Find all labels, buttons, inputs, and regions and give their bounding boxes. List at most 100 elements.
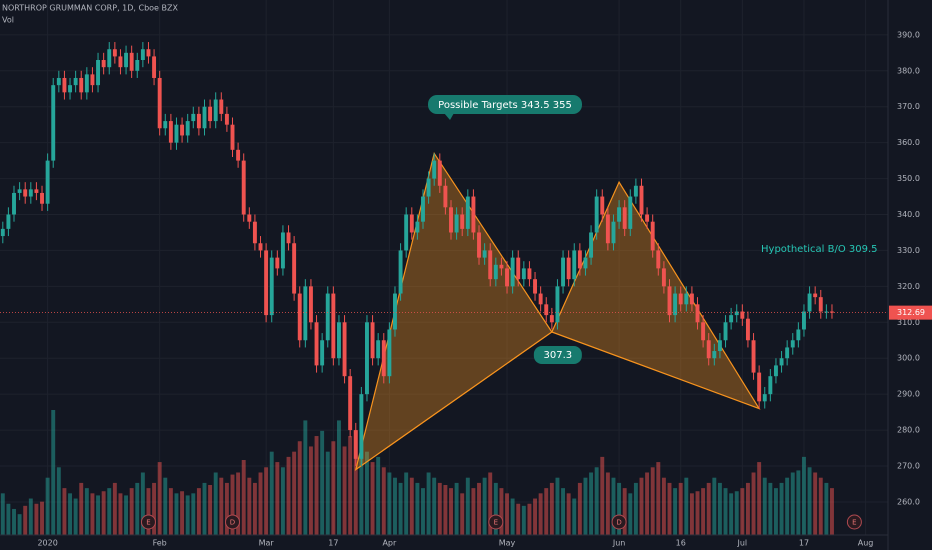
volume-bar (465, 477, 470, 535)
candle-body (6, 214, 11, 229)
candle-body (269, 257, 274, 316)
candle-body (661, 268, 666, 287)
candle-body (353, 430, 358, 459)
y-tick-label: 350.0 (897, 174, 920, 183)
volume-bar (583, 477, 588, 535)
volume-bar (0, 493, 5, 535)
targets-bubble (428, 95, 582, 114)
y-tick-label: 300.0 (897, 354, 920, 363)
volume-bar (701, 488, 706, 535)
volume-bar (538, 493, 543, 535)
x-tick-label: 16 (676, 539, 686, 548)
event-label: E (146, 519, 150, 527)
volume-bar (695, 491, 700, 535)
y-tick-label: 320.0 (897, 282, 920, 291)
y-tick-label: 310.0 (897, 318, 920, 327)
volume-bar (415, 482, 420, 535)
volume-bar (191, 493, 196, 535)
candle-body (241, 160, 246, 215)
volume-bar (365, 451, 369, 535)
candle-body (129, 52, 134, 71)
event-label: D (616, 519, 621, 527)
candle-body (443, 185, 448, 208)
volume-bar (258, 472, 263, 535)
candle-body (135, 60, 140, 71)
candle-body (734, 311, 739, 316)
volume-bar (40, 501, 44, 535)
candle-body (73, 77, 78, 86)
candle-body (393, 293, 397, 330)
candle-body (224, 113, 229, 125)
volume-bar (68, 493, 72, 535)
candle-body (667, 286, 672, 316)
volume-bar (140, 472, 145, 535)
volume-bar (617, 482, 622, 535)
candle-body (807, 293, 812, 312)
candle-body (757, 372, 762, 402)
volume-bar (336, 420, 341, 535)
candle-body (0, 228, 5, 237)
candle-body (208, 106, 213, 122)
candle-body (695, 304, 700, 323)
volume-bar (62, 488, 67, 535)
volume-bar (477, 482, 481, 535)
candle-body (516, 257, 521, 280)
volume-bar (163, 477, 168, 535)
candle-body (505, 268, 509, 287)
candle-body (572, 250, 577, 280)
chart-title: NORTHROP GRUMMAN CORP, 1D, Cboe BZX (2, 4, 178, 13)
volume-bar (370, 462, 375, 535)
candle-body (605, 214, 610, 244)
candle-body (213, 99, 218, 122)
candle-body (796, 329, 801, 341)
candle-body (342, 322, 347, 377)
candle-body (645, 214, 650, 222)
candle-body (146, 49, 151, 57)
volume-bar (645, 472, 650, 535)
candle-body (174, 124, 179, 143)
volume-bar (426, 472, 431, 535)
volume-bar (381, 467, 386, 535)
b-label-bubble (533, 345, 582, 364)
candle-body (762, 394, 767, 402)
volume-bar (342, 446, 347, 535)
candle-body (740, 311, 745, 319)
candle-body (706, 340, 711, 359)
candle-body (314, 322, 319, 366)
candle-body (247, 214, 252, 222)
volume-bar (308, 446, 313, 535)
volume-bar (830, 488, 834, 535)
candle-body (51, 85, 56, 161)
candle-body (779, 358, 784, 366)
candle-body (415, 221, 420, 233)
volume-bar (236, 472, 241, 535)
candle-body (280, 232, 285, 269)
candle-body (712, 351, 717, 359)
x-tick-label: Aug (858, 539, 874, 548)
candle-body (185, 121, 190, 136)
last-price-label: 312.69 (897, 308, 925, 317)
candle-body (90, 74, 95, 86)
volume-bar (168, 488, 173, 535)
volume-bar (633, 482, 638, 535)
volume-bar (353, 430, 358, 535)
volume-bar (73, 498, 78, 535)
volume-bar (17, 514, 22, 535)
volume-bar (802, 456, 806, 535)
volume-bar (348, 436, 353, 535)
volume-bar (762, 477, 767, 535)
volume-bar (404, 472, 409, 535)
candle-body (488, 250, 493, 280)
candle-body (303, 286, 308, 341)
candle-body (628, 196, 633, 229)
candle-body (656, 250, 661, 269)
volume-bar (605, 472, 610, 535)
candle-body (12, 192, 16, 215)
volume-bar (717, 482, 722, 535)
candle-body (555, 286, 560, 323)
candle-body (62, 77, 67, 93)
last-price-tag (889, 305, 932, 320)
volume-bar (734, 491, 739, 535)
volume-bar (449, 488, 453, 535)
